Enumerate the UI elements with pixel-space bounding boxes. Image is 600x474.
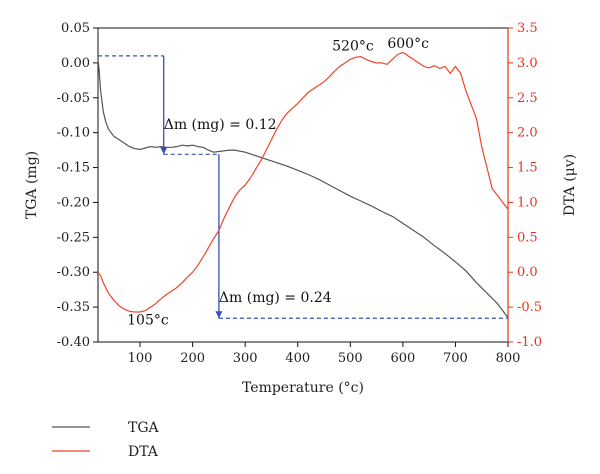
arrow-head-1 xyxy=(160,147,168,155)
annotation-1: Δm (mg) = 0.12 xyxy=(164,117,277,133)
x-axis-title: Temperature (°c) xyxy=(242,380,364,396)
x-tick-label: 500 xyxy=(338,351,363,366)
y-axis-title-left: TGA (mg) xyxy=(24,151,40,219)
legend-label-dta: DTA xyxy=(128,444,159,460)
annotation-2: Δm (mg) = 0.24 xyxy=(219,290,332,306)
left-tick-label: -0.25 xyxy=(57,230,90,245)
arrow-head-2 xyxy=(215,311,223,319)
left-tick-label: 0.00 xyxy=(61,56,90,71)
right-tick-label: 0.0 xyxy=(517,265,538,280)
x-tick-label: 300 xyxy=(233,351,258,366)
x-tick-label: 800 xyxy=(496,351,521,366)
right-axis-ticks: 3.5 3.0 2.5 2.0 1.5 1.0 0.5 0.0 -0.5 -1.0 xyxy=(507,21,542,350)
right-tick-label: -1.0 xyxy=(517,335,542,350)
x-tick-label: 600 xyxy=(390,351,415,366)
right-tick-label: 3.5 xyxy=(517,21,538,36)
y-axis-title-right: DTA (μv) xyxy=(562,154,578,216)
right-tick-label: -0.5 xyxy=(517,300,542,315)
left-tick-label: -0.10 xyxy=(57,126,90,141)
left-tick-label: -0.35 xyxy=(57,300,90,315)
left-axis-ticks: 0.05 0.00 -0.05 -0.10 -0.15 -0.20 -0.25 -0.30 -0… xyxy=(57,21,98,350)
x-axis-ticks: 100 200 300 400 500 600 700 800 xyxy=(128,342,521,366)
x-tick-label: 400 xyxy=(285,351,310,366)
left-tick-label: -0.05 xyxy=(57,91,90,106)
legend: TGA DTA xyxy=(52,420,160,460)
right-tick-label: 2.0 xyxy=(517,126,538,141)
right-tick-label: 2.5 xyxy=(517,91,538,106)
left-tick-label: -0.30 xyxy=(57,265,90,280)
right-tick-label: 0.5 xyxy=(517,230,538,245)
annotation-4: 520°c xyxy=(332,38,374,54)
left-tick-label: -0.15 xyxy=(57,161,90,176)
left-tick-label: -0.20 xyxy=(57,195,90,210)
x-tick-label: 100 xyxy=(128,351,153,366)
right-tick-label: 3.0 xyxy=(517,56,538,71)
series-lines xyxy=(97,51,509,318)
left-tick-label: 0.05 xyxy=(61,21,90,36)
legend-label-tga: TGA xyxy=(128,420,160,436)
series-line-dta xyxy=(97,51,509,313)
series-line-tga xyxy=(97,59,509,318)
annotation-5: 600°c xyxy=(387,36,429,52)
annotation-3: 105°c xyxy=(127,313,169,329)
left-tick-label: -0.40 xyxy=(57,335,90,350)
mass-loss-markers xyxy=(98,55,508,319)
right-tick-label: 1.0 xyxy=(517,195,538,210)
right-tick-label: 1.5 xyxy=(517,161,538,176)
x-tick-label: 700 xyxy=(443,351,468,366)
x-tick-label: 200 xyxy=(180,351,205,366)
annotations: Δm (mg) = 0.12 Δm (mg) = 0.24 105°c 520°c 60… xyxy=(127,36,429,328)
